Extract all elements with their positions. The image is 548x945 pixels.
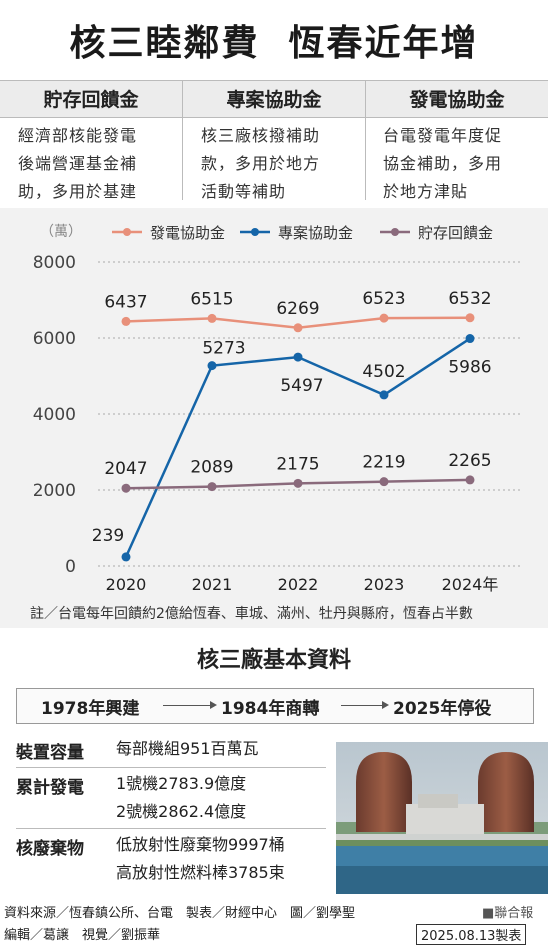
column-description: 台電發電年度促 協金補助，多用 於地方津貼 [383, 126, 503, 201]
info-value: 低放射性廢棄物9997桶 高放射性燃料棒3785束 [116, 835, 285, 882]
data-point [121, 316, 131, 326]
legend-label: 發電協助金 [150, 224, 225, 242]
editor-credit: 編輯／葛譲 視覺／劉振華 [4, 928, 161, 943]
x-tick-label: 2023 [364, 575, 405, 594]
basic-info-title: 核三廠基本資料 [196, 648, 351, 673]
x-tick-label: 2021 [192, 575, 233, 594]
data-point [293, 323, 303, 333]
data-label: 5497 [280, 376, 323, 396]
data-label: 5273 [202, 339, 245, 359]
timeline: 1978年興建 1984年商轉 2025年停役 [16, 688, 534, 724]
date-badge: 2025.08.13製表 [416, 924, 527, 945]
y-tick-label: 2000 [33, 481, 76, 501]
chart-note: 註／台電每年回饋約2億給恆春、車城、滿州、牡丹與縣府，恆春占半數 [30, 605, 473, 622]
footer: 資料來源／恆春鎮公所、台電 製表／財經中心 圖／劉學聖 ■聯合報 編輯／葛譲 視… [0, 898, 548, 945]
column-header: 專案協助金 [226, 88, 322, 111]
publisher-brand: ■聯合報 [482, 906, 534, 921]
data-label: 6269 [276, 299, 319, 319]
column-header: 貯存回饋金 [43, 88, 139, 111]
info-label: 累計發電 [16, 778, 84, 798]
line-chart-panel: （萬） 0 2000 4000 6000 8000 2020 2021 2022 2023 2024… [0, 208, 548, 628]
legend-marker [251, 228, 259, 236]
page-title: 核三睦鄰費 恆春近年增 [69, 23, 479, 64]
line-chart: （萬） 0 2000 4000 6000 8000 2020 2021 2022 2023 2024… [30, 224, 520, 622]
y-tick-label: 0 [65, 557, 76, 577]
arrow-right-icon [163, 701, 217, 709]
x-tick-label: 2022 [278, 575, 319, 594]
table-header-row [0, 80, 548, 118]
data-point [465, 334, 475, 344]
column-header: 發電協助金 [409, 88, 505, 111]
info-label: 核廢棄物 [16, 839, 84, 859]
info-value: 1號機2783.9億度 2號機2862.4億度 [116, 774, 247, 821]
data-point [207, 313, 217, 323]
data-point [207, 361, 217, 371]
data-point [379, 390, 389, 400]
data-point [207, 482, 217, 492]
data-point [121, 552, 131, 562]
power-plant-photo [336, 742, 548, 894]
legend-label: 專案協助金 [278, 224, 353, 242]
data-point [121, 483, 131, 493]
data-label: 5986 [448, 358, 491, 378]
arrow-right-icon [341, 701, 389, 709]
column-description: 經濟部核能發電 後端營運基金補 助，多用於基建 [18, 126, 138, 201]
data-label: 2265 [448, 451, 491, 471]
legend-marker [391, 228, 399, 236]
data-label: 6532 [448, 289, 491, 309]
data-point [379, 313, 389, 323]
y-tick-label: 6000 [33, 329, 76, 349]
unit-label: （萬） [40, 224, 82, 240]
data-label: 2089 [190, 458, 233, 478]
data-label: 2047 [104, 459, 147, 479]
data-point [465, 313, 475, 323]
data-point [293, 352, 303, 362]
data-label: 6523 [362, 289, 405, 309]
y-tick-label: 8000 [33, 253, 76, 273]
data-label: 6515 [190, 289, 233, 309]
column-description: 核三廠核撥補助 款，多用於地方 活動等補助 [201, 126, 321, 201]
data-label: 239 [92, 526, 124, 546]
data-label: 6437 [104, 292, 147, 312]
info-label: 裝置容量 [16, 743, 84, 763]
data-label: 4502 [362, 362, 405, 382]
y-tick-label: 4000 [33, 405, 76, 425]
data-point [465, 475, 475, 485]
data-label: 2219 [362, 453, 405, 473]
timeline-item: 2025年停役 [393, 698, 492, 719]
fund-type-table: 貯存回饋金 專案協助金 發電協助金 經濟部核能發電 後端營運基金補 助，多用於基建 … [0, 80, 548, 208]
series-line [124, 337, 471, 558]
info-value: 每部機組951百萬瓦 [116, 739, 259, 758]
x-tick-label: 2020 [106, 575, 147, 594]
legend-marker [123, 228, 131, 236]
data-point [379, 477, 389, 487]
x-tick-label: 2024年 [442, 575, 499, 594]
timeline-item: 1984年商轉 [221, 698, 320, 719]
legend-label: 貯存回饋金 [418, 224, 493, 242]
source-credit: 資料來源／恆春鎮公所、台電 製表／財經中心 圖／劉學聖 [4, 906, 356, 921]
data-point [293, 478, 303, 488]
timeline-item: 1978年興建 [41, 698, 140, 719]
data-label: 2175 [276, 454, 319, 474]
